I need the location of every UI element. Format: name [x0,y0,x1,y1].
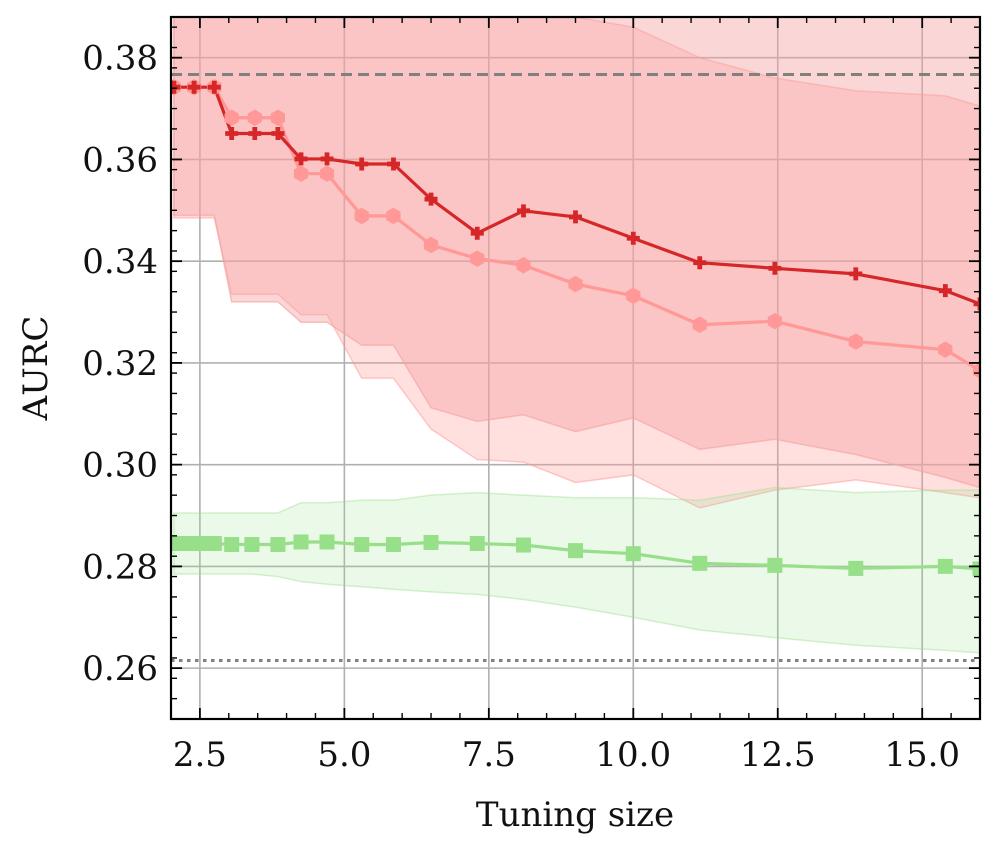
x-axis-label: Tuning size [476,795,674,835]
light-red-hexagon-point [848,333,863,350]
green-square-point [270,537,286,553]
dark-red-plus-point [626,231,640,245]
light-red-hexagon-point [423,236,439,254]
green-square-point [423,534,439,550]
series-markers [171,79,980,577]
dark-red-plus-point [693,256,707,270]
green-square-point [244,537,260,553]
reference-lines [171,72,980,662]
x-tick-labels: 2.5 5.0 7.5 10.0 12.5 15.0 [173,735,960,775]
y-tick-label: 0.34 [82,242,158,282]
green-square-point [293,534,309,550]
dark-red-plus-point [470,226,484,240]
light-red-hexagon-point [972,362,980,379]
light-red-hexagon-point [270,109,285,126]
y-tick-label: 0.36 [82,140,158,180]
y-tick-label: 0.26 [82,649,158,689]
green-square-point [937,558,953,574]
dark-red-plus-point [516,204,530,218]
dark-red-plus-point [248,126,262,140]
green-square-point [319,534,335,550]
light-red-hexagon-point [568,275,583,293]
x-tick-label: 12.5 [740,735,816,775]
dark-red-plus-point [938,284,952,298]
light-red-hexagon-point [224,109,239,126]
dark-red-plus-point [849,267,863,281]
y-tick-label: 0.28 [82,547,158,587]
dark-red-plus-point [187,80,201,94]
x-tick-label: 15.0 [884,735,960,775]
green-square-point [469,536,485,551]
light-red-hexagon-point [516,257,531,274]
green-square-point [206,536,222,551]
green-square-band [173,486,980,654]
dark-red-plus-point [294,152,308,166]
light-red-hexagon-point [319,165,335,182]
dark-red-plus-point [386,157,400,171]
light-red-hexagon-point [938,341,953,358]
y-tick-label: 0.38 [82,39,158,79]
light-red-hexagon-point [293,165,309,182]
green-square-point [354,537,370,553]
light-red-hexagon-point [386,207,401,225]
light-red-hexagon-point [626,287,641,304]
green-square-point [848,560,864,576]
light-red-hexagon-point [470,250,485,267]
x-tick-label: 5.0 [317,735,371,775]
y-tick-label: 0.32 [82,344,158,384]
dark-red-plus-point [225,126,239,140]
light-red-hexagon-band [173,17,980,509]
light-red-hexagon-point [247,109,262,126]
dark-red-plus-point [171,80,181,94]
dark-red-plus-band [173,17,980,489]
green-square-point [385,537,401,553]
light-red-hexagon-point [767,313,782,330]
green-square-point [186,536,202,551]
green-square-point [224,537,240,553]
green-square-point [972,561,980,577]
x-tick-label: 2.5 [173,735,227,775]
confidence-bands [173,17,980,654]
green-square-point [767,557,783,573]
axis-ticks [170,17,981,720]
dark-red-plus-point [207,80,221,94]
dark-red-plus-point [569,210,582,224]
light-red-hexagon-point [692,316,707,333]
dark-red-plus-point [768,261,782,275]
light-red-hexagon-point [354,207,369,225]
dark-red-plus-point [973,297,980,311]
green-square-point [625,546,641,562]
dark-red-plus-point [355,157,369,171]
dark-red-plus-point [320,152,334,166]
y-tick-label: 0.30 [82,446,158,486]
x-tick-label: 7.5 [462,735,516,775]
green-square-point [568,543,583,559]
dark-red-plus-point [271,126,285,140]
green-square-point [692,555,708,571]
green-square-point [171,536,182,551]
x-tick-label: 10.0 [595,735,671,775]
y-axis-label: AURC [16,316,56,422]
grid-lines [171,17,980,719]
y-tick-labels: 0.26 0.28 0.30 0.32 0.34 0.36 0.38 [82,39,158,689]
green-square-point [515,537,531,553]
dark-red-plus-point [424,192,438,206]
